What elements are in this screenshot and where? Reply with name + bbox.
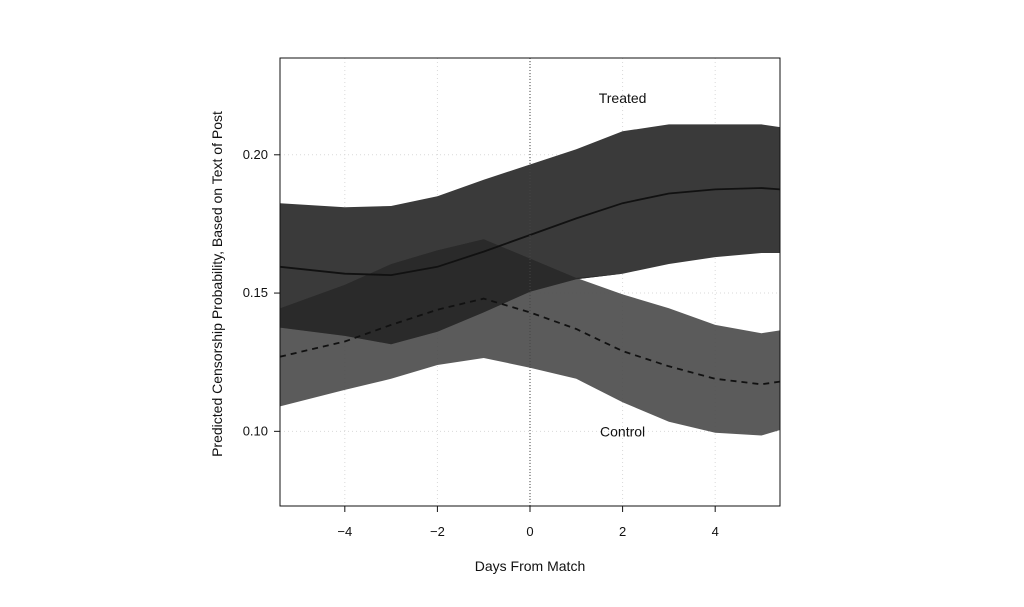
line-treated (280, 187, 780, 277)
series-lines (280, 187, 780, 386)
series-annotations: Treated Control (599, 90, 647, 439)
x-tick-label: 2 (619, 524, 626, 539)
y-axis: 0.10 0.15 0.20 (243, 147, 280, 438)
annotation-treated: Treated (599, 90, 647, 106)
line-control (280, 297, 780, 386)
y-axis-title: Predicted Censorship Probability, Based … (209, 111, 225, 457)
x-tick-label: −2 (430, 524, 445, 539)
y-tick-label: 0.15 (243, 285, 268, 300)
x-axis-title: Days From Match (475, 558, 585, 574)
x-axis: −4 −2 0 2 4 (337, 506, 719, 539)
band-overlap (280, 239, 780, 345)
x-tick-label: 0 (526, 524, 533, 539)
y-tick-label: 0.10 (243, 423, 268, 438)
annotation-control: Control (600, 423, 645, 439)
y-tick-label: 0.20 (243, 147, 268, 162)
x-tick-label: −4 (337, 524, 352, 539)
x-tick-label: 4 (712, 524, 719, 539)
